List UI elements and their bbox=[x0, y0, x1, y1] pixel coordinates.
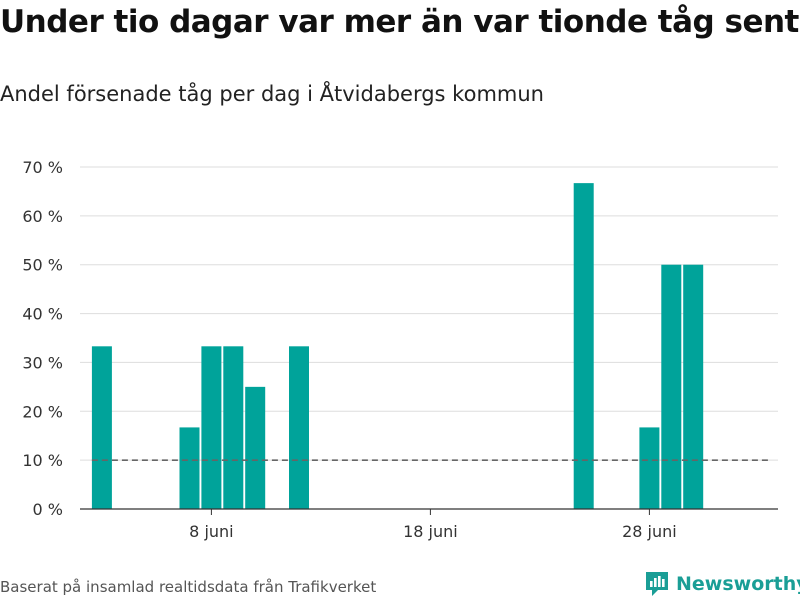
bar bbox=[289, 346, 309, 509]
bar bbox=[661, 264, 682, 509]
chart-subtitle: Andel försenade tåg per dag i Åtvidaberg… bbox=[0, 82, 544, 106]
brand-logo: Newsworthy bbox=[644, 570, 800, 598]
x-tick-label: 28 juni bbox=[622, 522, 677, 541]
y-tick-label: 20 % bbox=[22, 402, 63, 421]
y-tick-label: 60 % bbox=[22, 207, 63, 226]
y-tick-label: 30 % bbox=[22, 353, 63, 372]
chart-title: Under tio dagar var mer än var tionde tå… bbox=[0, 4, 799, 40]
newsworthy-logo-icon bbox=[646, 572, 668, 596]
y-tick-label: 10 % bbox=[22, 451, 63, 470]
source-note: Baserat på insamlad realtidsdata från Tr… bbox=[0, 578, 377, 596]
y-tick-label: 50 % bbox=[22, 256, 63, 275]
bar bbox=[245, 386, 266, 509]
bar bbox=[223, 346, 244, 509]
bar bbox=[179, 427, 200, 509]
bar bbox=[683, 264, 704, 509]
axes: 0 % 10 % 20 % 30 % 40 % 50 % 60 % 70 % 8 juni 18 … bbox=[22, 158, 778, 541]
brand-name: Newsworthy bbox=[676, 573, 800, 595]
y-tick-label: 0 % bbox=[33, 500, 63, 519]
x-tick-label: 18 juni bbox=[403, 522, 458, 541]
x-tick-label: 8 juni bbox=[189, 522, 233, 541]
bar bbox=[201, 346, 222, 509]
bar bbox=[639, 427, 660, 509]
y-tick-label: 40 % bbox=[22, 305, 63, 324]
bar bbox=[91, 346, 112, 509]
bar bbox=[573, 183, 594, 509]
bars bbox=[91, 183, 704, 509]
y-tick-label: 70 % bbox=[22, 158, 63, 177]
